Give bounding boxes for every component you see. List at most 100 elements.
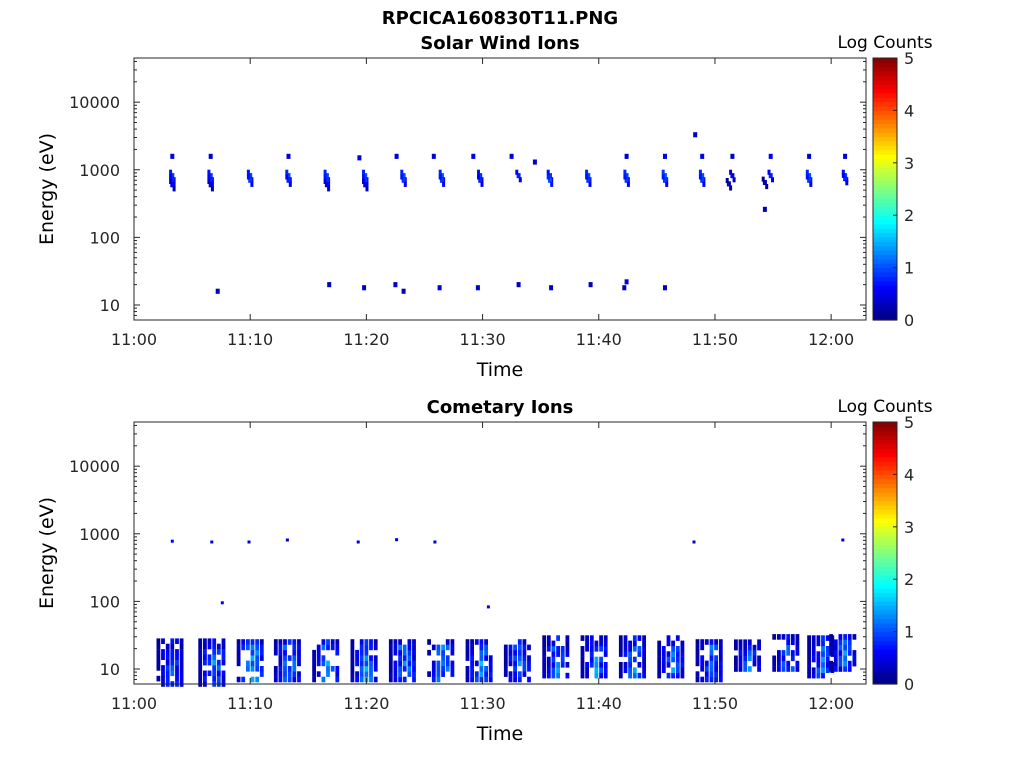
heatmap-cell xyxy=(626,181,630,187)
heatmap-cell xyxy=(522,666,527,672)
heatmap-cell xyxy=(436,649,441,656)
colorbar-segment xyxy=(873,592,897,598)
heatmap-cell xyxy=(161,654,165,660)
heatmap-cell xyxy=(402,666,407,672)
colorbar-segment xyxy=(873,306,897,312)
heatmap-cell xyxy=(695,671,700,677)
colorbar-tick-label: 3 xyxy=(904,154,914,173)
heatmap-cell xyxy=(603,640,608,647)
y-tick-label: 1000 xyxy=(79,161,120,180)
heatmap-cell xyxy=(297,655,301,661)
colorbar-segment xyxy=(873,531,897,537)
heatmap-cell xyxy=(357,155,362,161)
heatmap-cell xyxy=(465,639,470,645)
panel-solar-wind: Solar Wind Ions Log Counts Energy (eV) T… xyxy=(36,33,933,381)
heatmap-cell xyxy=(762,179,767,185)
heatmap-cell xyxy=(700,676,705,683)
heatmap-cell xyxy=(208,177,213,183)
heatmap-cell xyxy=(603,646,608,652)
heatmap-cell xyxy=(326,666,330,672)
heatmap-cell xyxy=(327,186,331,192)
heatmap-cell xyxy=(246,660,250,667)
colorbar-segment xyxy=(873,237,897,242)
heatmap-cell xyxy=(450,666,455,672)
heatmap-cell xyxy=(441,660,445,667)
heatmap-cell xyxy=(709,666,714,672)
heatmap-cell xyxy=(811,646,816,652)
heatmap-cell xyxy=(522,660,527,667)
heatmap-cell xyxy=(259,639,264,645)
heatmap-cell xyxy=(436,644,441,651)
heatmap-cell xyxy=(527,655,531,661)
heatmap-cell xyxy=(250,655,255,661)
heatmap-cell xyxy=(811,635,816,641)
heatmap-cell xyxy=(287,666,292,672)
colorbar-segment xyxy=(873,276,897,282)
colorbar-segment xyxy=(873,557,897,563)
colorbar-segment xyxy=(873,97,897,103)
heatmap-cell xyxy=(517,649,522,656)
heatmap-cell xyxy=(246,644,250,651)
heatmap-cell xyxy=(714,660,718,667)
heatmap-cell xyxy=(292,649,297,656)
heatmap-cell xyxy=(599,656,603,663)
colorbar-segment xyxy=(873,491,897,497)
heatmap-cell xyxy=(811,640,816,647)
heatmap-cell xyxy=(632,646,637,652)
colorbar-segment xyxy=(873,439,897,445)
heatmap-cell xyxy=(283,649,287,656)
heatmap-cell xyxy=(212,638,217,644)
heatmap-cell xyxy=(283,660,287,667)
heatmap-cell xyxy=(700,153,705,159)
heatmap-cell xyxy=(215,288,220,294)
heatmap-cell xyxy=(165,659,170,666)
heatmap-cell xyxy=(821,672,825,679)
heatmap-cell xyxy=(560,646,565,652)
heatmap-cell xyxy=(718,660,723,667)
heatmap-cell xyxy=(292,644,297,651)
heatmap-cell xyxy=(546,662,551,668)
colorbar-segment xyxy=(873,526,897,532)
heatmap-cell xyxy=(259,666,264,672)
colorbar-segment xyxy=(873,579,897,585)
colorbar-frame xyxy=(872,421,898,685)
heatmap-cell xyxy=(829,660,833,667)
heatmap-cell xyxy=(246,639,250,645)
heatmap-cell xyxy=(470,666,474,672)
heatmap-cell xyxy=(170,649,175,655)
heatmap-cell xyxy=(401,173,406,179)
heatmap-cell xyxy=(255,649,260,656)
heatmap-cell xyxy=(484,655,488,661)
heatmap-cell xyxy=(221,643,226,650)
heatmap-cell xyxy=(666,656,671,663)
colorbar-segment xyxy=(873,513,897,519)
heatmap-cell xyxy=(675,651,680,657)
heatmap-cell xyxy=(843,655,847,662)
heatmap-cell xyxy=(170,659,175,666)
heatmap-cell xyxy=(175,675,179,682)
heatmap-cell xyxy=(292,671,297,677)
heatmap-cell xyxy=(508,676,513,683)
heatmap-cell xyxy=(829,639,833,645)
heatmap-cell xyxy=(843,153,848,159)
heatmap-cell xyxy=(236,655,241,661)
heatmap-cell xyxy=(589,646,594,652)
heatmap-cell xyxy=(175,659,179,666)
panel-title: Solar Wind Ions xyxy=(420,33,579,54)
heatmap-cell xyxy=(589,656,594,663)
heatmap-cell xyxy=(326,644,330,651)
heatmap-cell xyxy=(657,672,662,679)
heatmap-cell xyxy=(603,635,608,641)
heatmap-cell xyxy=(738,655,743,662)
heatmap-cell xyxy=(312,676,316,683)
colorbar-segment xyxy=(873,470,897,475)
heatmap-cell xyxy=(156,643,161,650)
heatmap-cell xyxy=(488,671,493,677)
heatmap-cell xyxy=(546,174,550,180)
heatmap-cell xyxy=(675,646,680,652)
heatmap-cell xyxy=(663,177,667,183)
heatmap-cell xyxy=(821,667,825,673)
heatmap-cell xyxy=(546,635,551,641)
colorbar-segment xyxy=(873,618,897,624)
heatmap-cell xyxy=(369,660,373,667)
